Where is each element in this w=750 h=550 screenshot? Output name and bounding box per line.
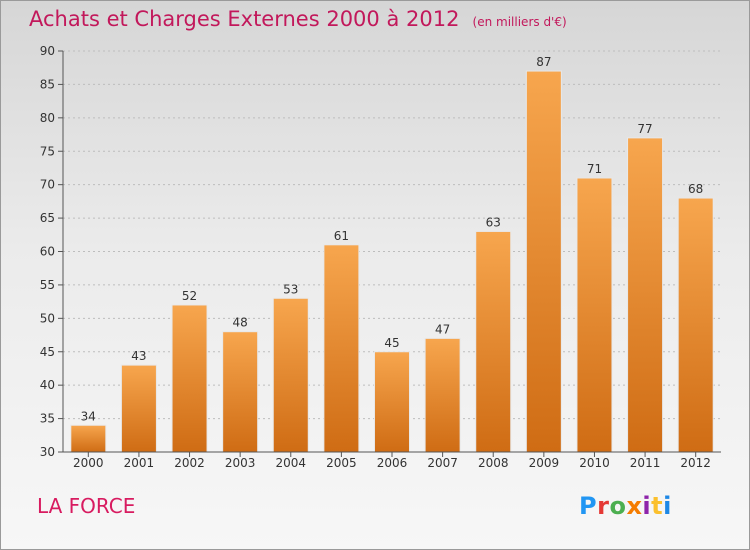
- y-tick-label: 90: [40, 44, 55, 58]
- x-tick-label: 2010: [579, 456, 610, 470]
- y-tick-label: 75: [40, 144, 55, 158]
- bar-2002: [171, 304, 208, 453]
- bar-2012: [677, 197, 714, 453]
- value-label: 43: [131, 349, 146, 363]
- y-tick-label: 40: [40, 378, 55, 392]
- x-tick-label: 2000: [73, 456, 104, 470]
- x-tick-label: 2011: [630, 456, 661, 470]
- bar-2009: [525, 70, 562, 453]
- y-tick-label: 45: [40, 345, 55, 359]
- value-label: 47: [435, 322, 450, 336]
- x-axis: 2000 2001 2002 2003 2004 2005 2006 2007 2008 2009…: [63, 451, 721, 470]
- x-tick-label: 2003: [225, 456, 256, 470]
- x-tick-label: 2002: [174, 456, 205, 470]
- logo-letter: i: [642, 492, 652, 520]
- y-tick-label: 55: [40, 278, 55, 292]
- value-label: 34: [81, 409, 96, 423]
- value-label: 68: [688, 182, 703, 196]
- bar-2005: [323, 244, 360, 453]
- value-label: 63: [486, 215, 501, 229]
- title-row: Achats et Charges Externes 2000 à 2012 (…: [29, 7, 567, 31]
- y-tick-label: 80: [40, 111, 55, 125]
- value-label: 48: [233, 316, 248, 330]
- commune-name: LA FORCE: [37, 494, 136, 518]
- x-tick-label: 2004: [275, 456, 306, 470]
- x-tick-label: 2007: [427, 456, 458, 470]
- logo-letter: r: [597, 492, 610, 520]
- y-tick-label: 85: [40, 77, 55, 91]
- value-label: 77: [637, 122, 652, 136]
- bar-2010: [576, 177, 613, 453]
- logo-letter: t: [651, 492, 664, 520]
- y-tick-label: 60: [40, 245, 55, 259]
- y-tick-label: 50: [40, 311, 55, 325]
- bar-2004: [272, 297, 309, 453]
- value-label: 71: [587, 162, 602, 176]
- bars: 34 43 52 48 53 61 45 47 63 87 71 77 68: [70, 55, 714, 453]
- value-label: 45: [384, 336, 399, 350]
- x-tick-label: 2005: [326, 456, 357, 470]
- x-tick-label: 2008: [478, 456, 509, 470]
- bar-2007: [424, 337, 461, 453]
- bar-2008: [475, 230, 512, 453]
- bar-2001: [120, 364, 157, 453]
- x-tick-label: 2012: [680, 456, 711, 470]
- y-tick-label: 70: [40, 178, 55, 192]
- bar-2000: [70, 424, 107, 453]
- value-label: 52: [182, 289, 197, 303]
- value-label: 61: [334, 229, 349, 243]
- x-tick-label: 2009: [529, 456, 560, 470]
- value-label: 87: [536, 55, 551, 69]
- x-tick-label: 2001: [124, 456, 155, 470]
- y-tick-label: 30: [40, 445, 55, 459]
- logo-letter: P: [579, 492, 598, 520]
- bar-2006: [374, 351, 410, 453]
- value-label: 53: [283, 282, 298, 296]
- logo-letter: o: [609, 492, 627, 520]
- proxiti-logo[interactable]: Proxiti: [579, 492, 672, 520]
- logo-letter: i: [663, 492, 672, 520]
- bar-2011: [627, 137, 664, 453]
- chart-subtitle: (en milliers d'€): [472, 15, 567, 29]
- x-tick-label: 2006: [377, 456, 408, 470]
- y-axis: 30 35 40 45 50 55 60 65 70 75 80 85 90: [40, 44, 64, 459]
- y-tick-label: 65: [40, 211, 55, 225]
- y-tick-label: 35: [40, 412, 55, 426]
- chart-title: Achats et Charges Externes 2000 à 2012: [29, 7, 460, 31]
- bar-2003: [222, 331, 259, 453]
- logo-letter: x: [626, 492, 643, 520]
